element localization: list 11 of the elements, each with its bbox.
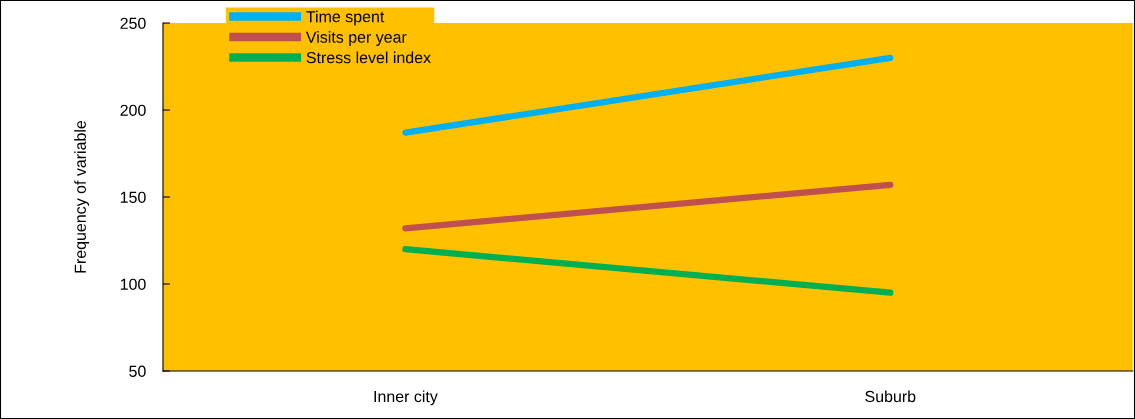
y-tick-label: 50 <box>129 365 146 377</box>
y-axis-title: Frequency of variable <box>74 120 90 273</box>
legend-label: Visits per year <box>305 31 407 46</box>
y-tick-label: 150 <box>120 191 146 203</box>
y-tick-label: 100 <box>120 278 146 290</box>
legend-label: Stress level index <box>306 51 431 64</box>
legend-label: Time spent <box>306 10 385 26</box>
y-tick-label: 250 <box>120 17 146 29</box>
y-tick-label: 200 <box>120 104 146 116</box>
x-tick-label: Suburb <box>865 390 916 403</box>
x-tick-label: Inner city <box>374 390 438 406</box>
